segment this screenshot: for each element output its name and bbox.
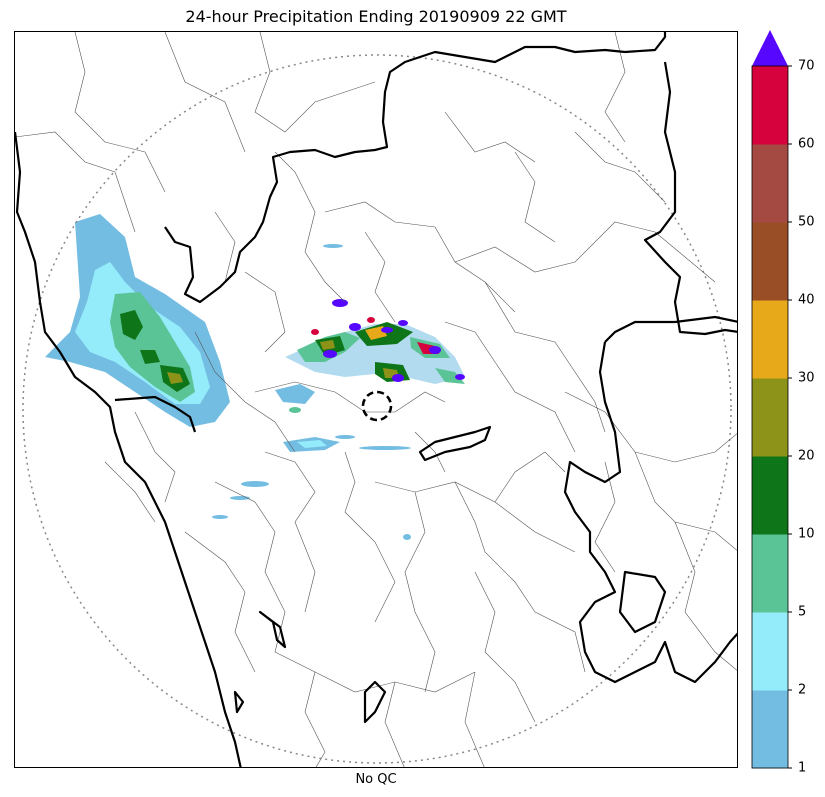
map-title: 24-hour Precipitation Ending 20190909 22… bbox=[185, 7, 567, 26]
colorbar-tick-label: 10 bbox=[798, 526, 815, 542]
colorbar-tick-label: 70 bbox=[798, 58, 815, 74]
colorbar-bin-40-50 bbox=[752, 222, 788, 301]
colorbar-bin-1-2 bbox=[752, 690, 788, 769]
radar-site-marker bbox=[361, 390, 393, 422]
map-canvas bbox=[15, 32, 737, 767]
precip-field-west bbox=[45, 214, 230, 427]
colorbar-ticks bbox=[788, 65, 792, 769]
colorbar-tick-label: 30 bbox=[798, 370, 815, 386]
colorbar-bins bbox=[752, 66, 788, 769]
colorbar-bin-5-10 bbox=[752, 534, 788, 613]
map-xlabel: No QC bbox=[355, 772, 397, 787]
precip-field-central bbox=[212, 244, 465, 540]
colorbar-bin-60-70 bbox=[752, 66, 788, 145]
colorbar-tick-label: 60 bbox=[798, 136, 815, 152]
colorbar-bin-50-60 bbox=[752, 144, 788, 223]
colorbar-extend-arrow bbox=[752, 30, 788, 66]
colorbar-bin-10-20 bbox=[752, 456, 788, 535]
colorbar-bin-20-30 bbox=[752, 378, 788, 457]
colorbar-tick-label: 5 bbox=[798, 604, 807, 620]
colorbar-bin-30-40 bbox=[752, 300, 788, 379]
colorbar-bin-2-5 bbox=[752, 612, 788, 691]
colorbar-tick-label: 40 bbox=[798, 292, 815, 308]
state-boundaries bbox=[15, 32, 737, 767]
colorbar-tick-label: 20 bbox=[798, 448, 815, 464]
colorbar-outline bbox=[751, 65, 789, 769]
colorbar-tick-label: 50 bbox=[798, 214, 815, 230]
colorbar-svg bbox=[751, 30, 792, 769]
range-ring bbox=[22, 54, 732, 764]
colorbar-tick-label: 1 bbox=[798, 760, 807, 776]
colorbar: 1 2 5 10 20 30 40 50 60 70 bbox=[751, 30, 815, 775]
colorbar-tick-label: 2 bbox=[798, 682, 807, 698]
precipitation-map[interactable] bbox=[14, 31, 738, 768]
